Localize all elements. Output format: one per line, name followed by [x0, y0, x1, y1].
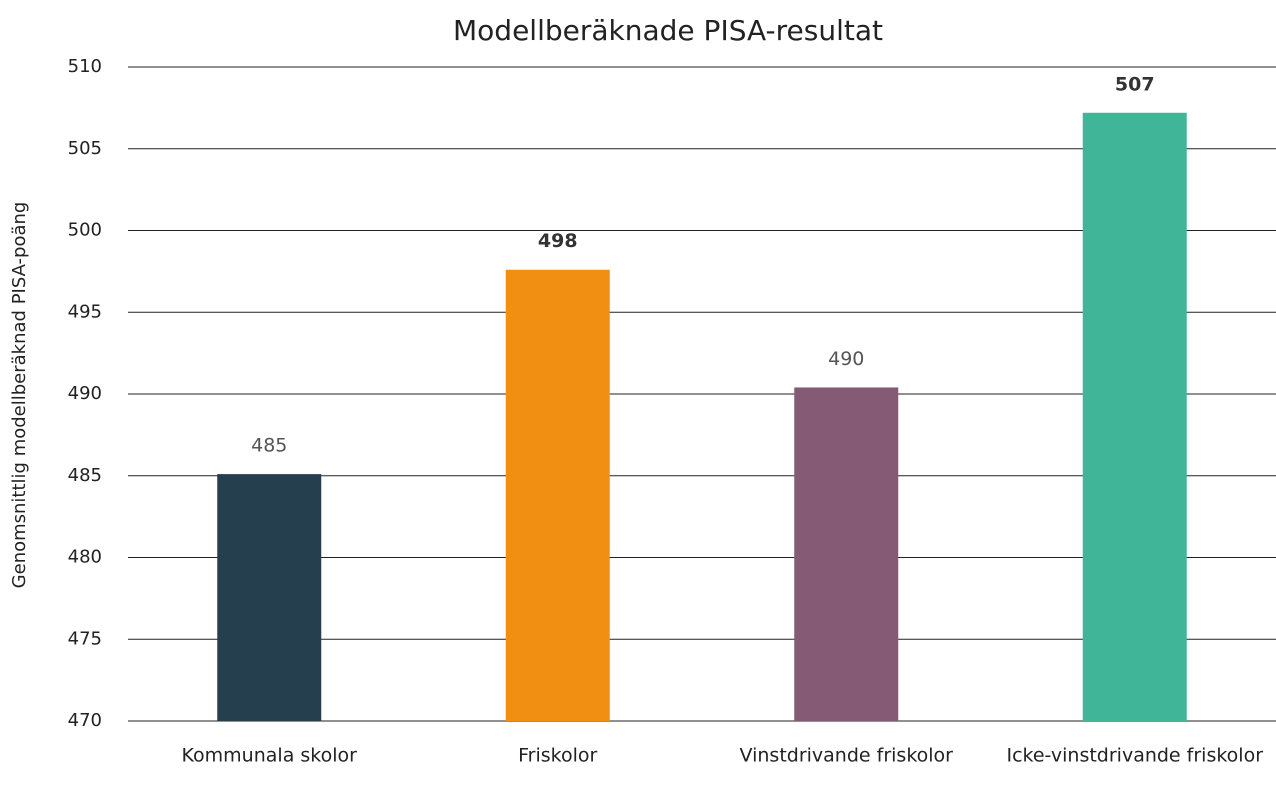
y-tick-label: 500: [68, 220, 102, 241]
y-axis-label: Genomsnittlig modellberäknad PISA-poäng: [9, 202, 30, 589]
y-tick-label: 470: [68, 710, 102, 731]
y-tick-label: 480: [68, 547, 102, 568]
chart-title: Modellberäknade PISA-resultat: [453, 14, 883, 47]
x-tick-label: Icke-vinstdrivande friskolor: [1006, 745, 1263, 767]
bar: [1082, 112, 1187, 721]
value-label: 485: [251, 435, 287, 457]
y-tick-label: 490: [68, 383, 102, 404]
x-tick-label: Friskolor: [518, 745, 597, 767]
y-tick-label: 495: [68, 301, 102, 322]
bar: [794, 387, 899, 721]
y-tick-label: 505: [68, 138, 102, 159]
value-label: 507: [1115, 73, 1155, 95]
y-tick-label: 475: [68, 628, 102, 649]
x-tick-label: Vinstdrivande friskolor: [740, 745, 954, 767]
bar: [217, 474, 322, 721]
value-label: 498: [538, 230, 578, 252]
bar: [505, 269, 610, 721]
y-tick-label: 510: [68, 56, 102, 77]
y-tick-label: 485: [68, 465, 102, 486]
x-tick-label: Kommunala skolor: [182, 745, 358, 767]
value-label: 490: [828, 348, 864, 370]
